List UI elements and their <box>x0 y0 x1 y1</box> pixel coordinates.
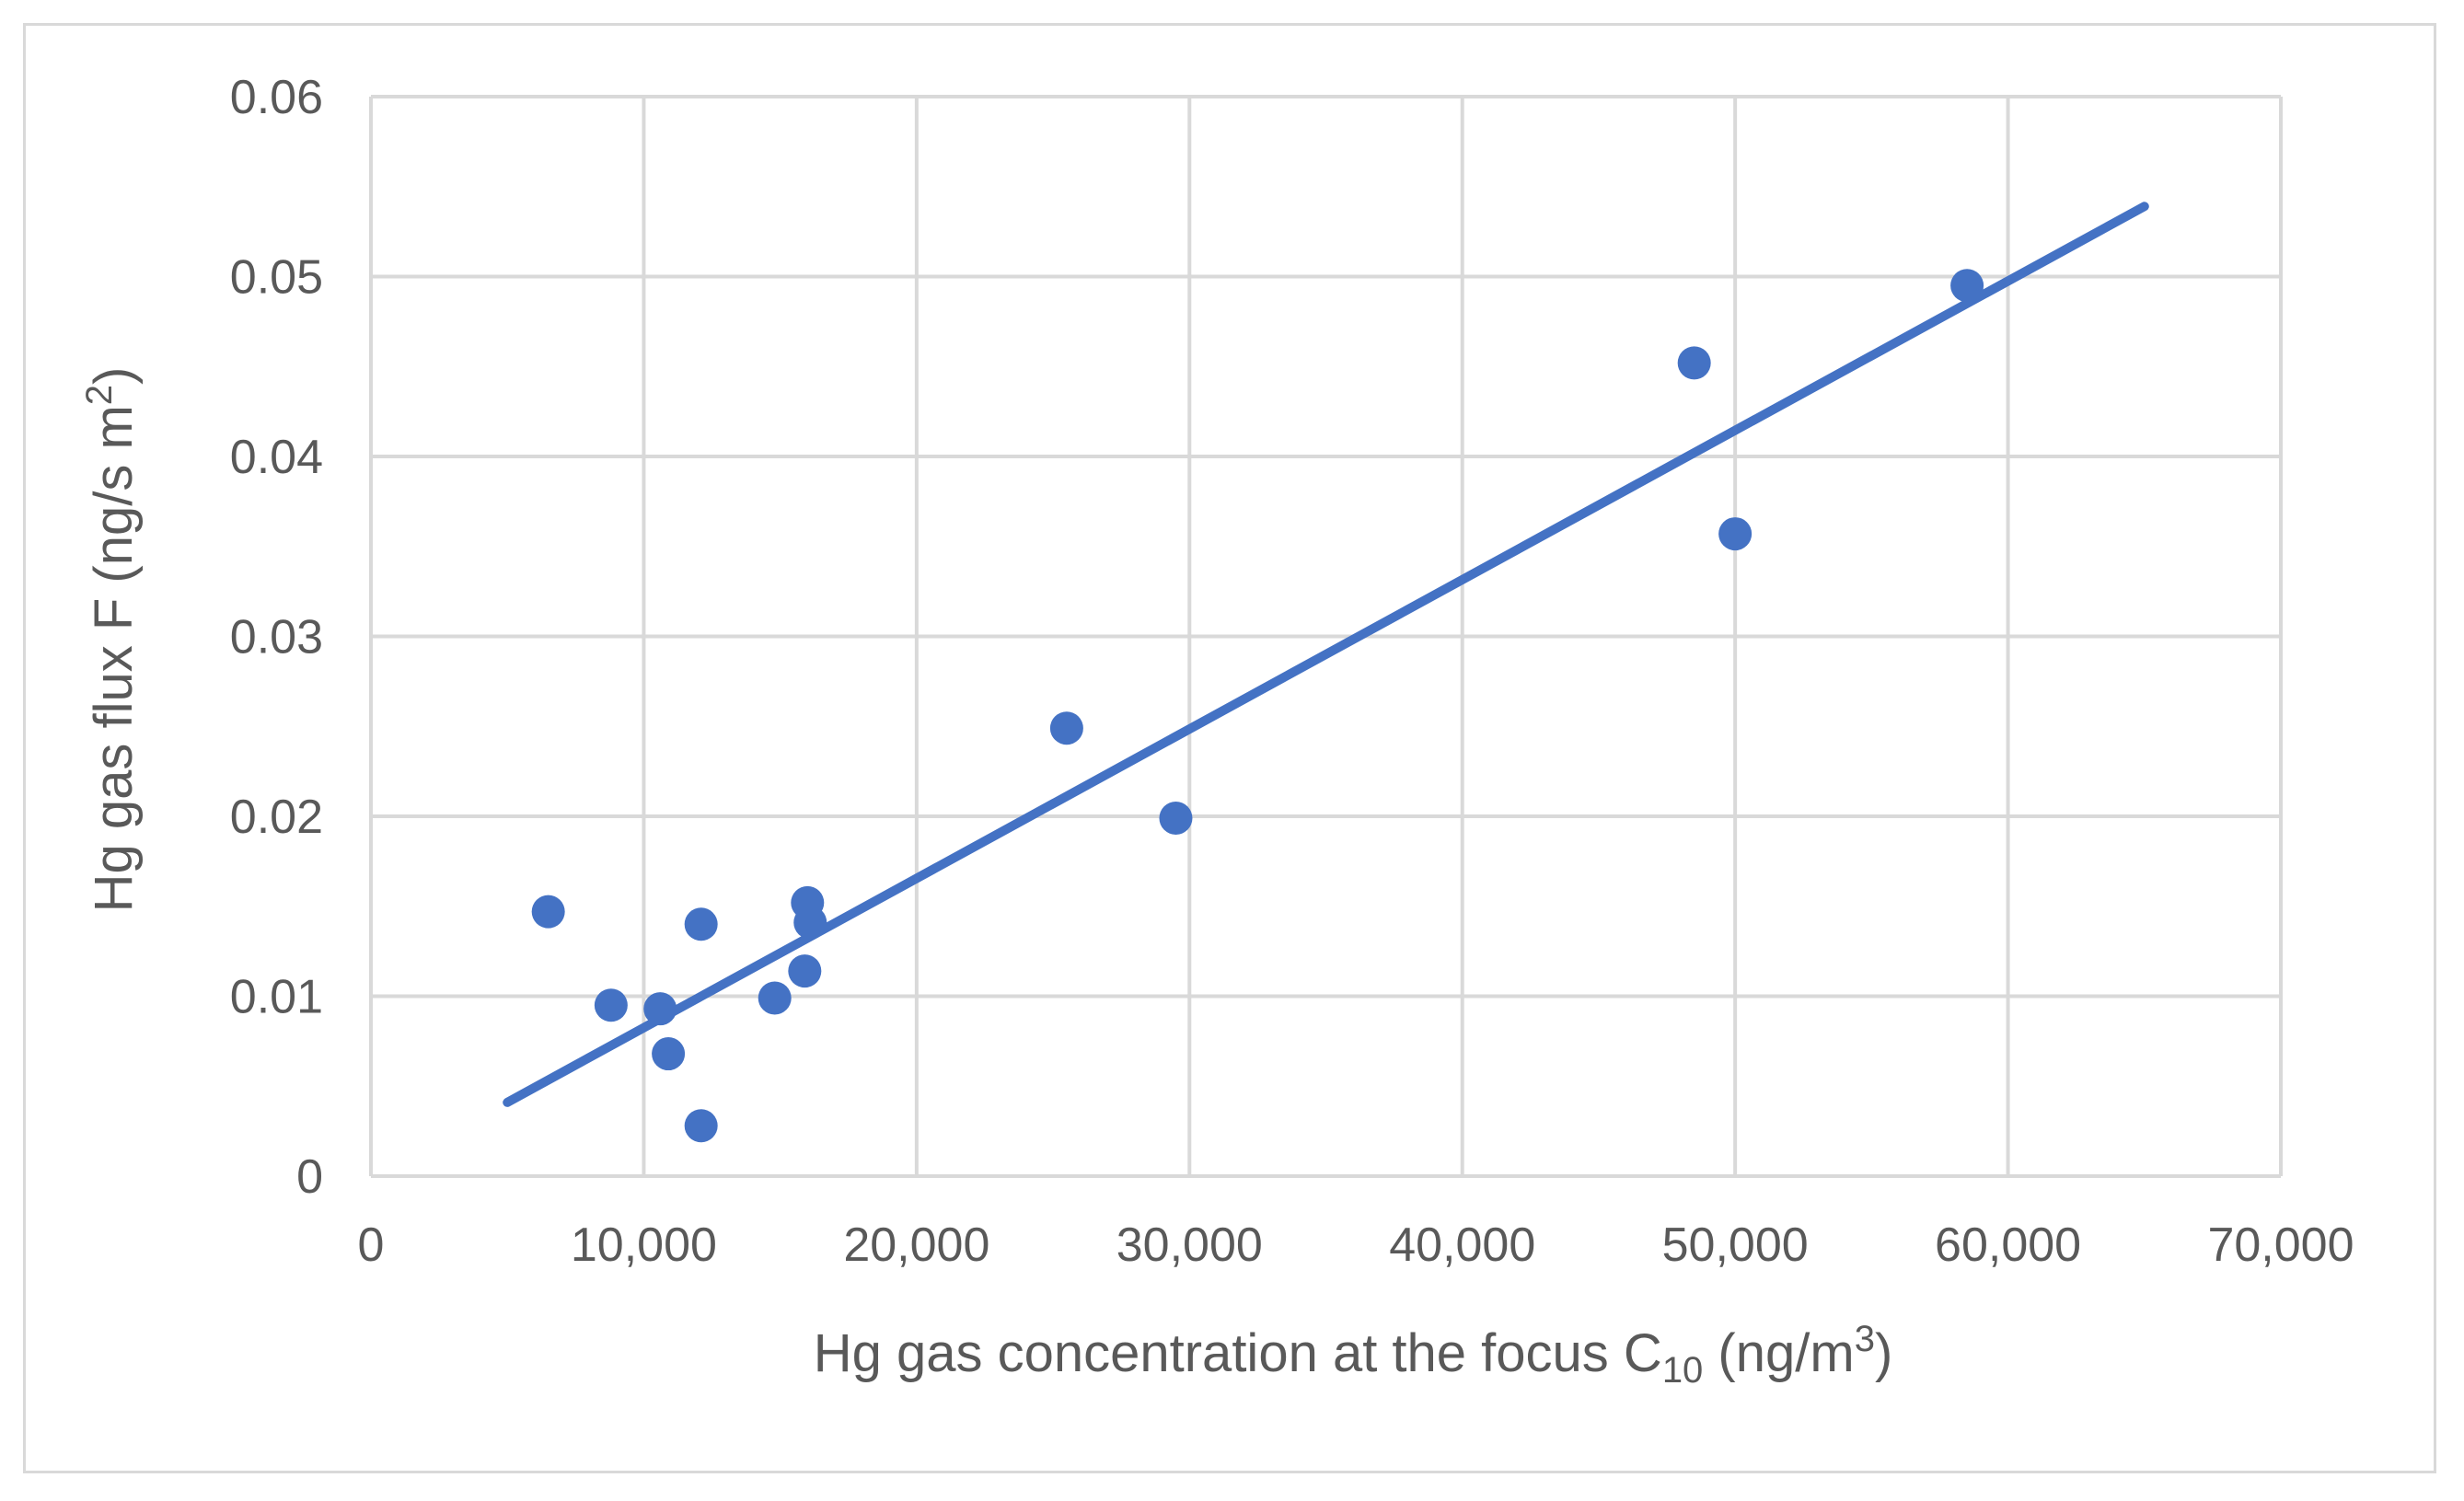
data-points <box>531 269 1984 1143</box>
x-tick-label: 60,000 <box>1935 1218 2081 1272</box>
x-tick-label: 40,000 <box>1389 1218 1535 1272</box>
x-tick-label: 20,000 <box>843 1218 989 1272</box>
y-tick-label: 0.01 <box>230 971 323 1024</box>
data-point <box>758 981 792 1015</box>
data-point <box>1718 517 1753 551</box>
grid-lines <box>369 95 2283 1178</box>
data-point <box>1677 346 1711 380</box>
data-point <box>793 906 827 940</box>
data-point <box>1049 711 1083 745</box>
y-tick-label: 0.05 <box>230 251 323 305</box>
x-tick-label: 50,000 <box>1662 1218 1809 1272</box>
data-point <box>652 1037 686 1071</box>
y-tick-label: 0 <box>296 1150 323 1204</box>
y-tick-label: 0.04 <box>230 431 323 484</box>
y-tick-label: 0.03 <box>230 611 323 664</box>
x-tick-label: 10,000 <box>571 1218 717 1272</box>
data-point <box>1950 269 1984 303</box>
data-point <box>594 988 628 1022</box>
x-tick-labels: 0 10,000 20,000 30,000 40,000 50,000 60,000 70,… <box>358 1218 2354 1272</box>
data-point <box>531 895 565 929</box>
data-point <box>684 907 718 941</box>
trendline <box>503 202 2149 1107</box>
trendline-layer <box>503 202 2149 1107</box>
data-point <box>1159 801 1193 835</box>
y-axis-title: Hg gas flux F (ng/s m2) <box>79 367 144 913</box>
data-point <box>788 954 822 988</box>
x-tick-label: 0 <box>358 1218 385 1272</box>
y-tick-labels: 0 0.01 0.02 0.03 0.04 0.05 0.06 <box>230 71 323 1204</box>
data-point <box>643 992 677 1026</box>
x-tick-label: 30,000 <box>1116 1218 1263 1272</box>
data-point <box>684 1109 718 1143</box>
x-tick-label: 70,000 <box>2207 1218 2354 1272</box>
y-tick-label: 0.02 <box>230 791 323 844</box>
y-tick-label: 0.06 <box>230 71 323 124</box>
x-axis-title: Hg gas concentration at the focus C10 (n… <box>814 1319 1893 1391</box>
